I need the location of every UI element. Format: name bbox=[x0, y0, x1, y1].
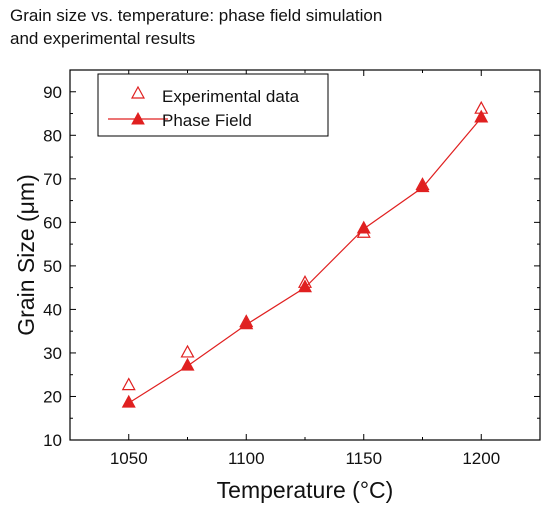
legend: Experimental data Phase Field bbox=[97, 73, 329, 137]
phase-field-point-1125 bbox=[297, 279, 313, 293]
phase-field-point-1200 bbox=[474, 109, 489, 123]
y-tick-label-70: 70 bbox=[43, 170, 62, 189]
y-tick-label-60: 60 bbox=[43, 213, 62, 232]
chart-title: Grain size vs. temperature: phase field … bbox=[10, 4, 540, 50]
phase-field-point-1150 bbox=[356, 220, 371, 234]
y-tick-label-10: 10 bbox=[43, 431, 62, 450]
x-tick-label-1100: 1100 bbox=[228, 449, 265, 468]
y-tick-label-30: 30 bbox=[43, 344, 62, 363]
y-tick-label-90: 90 bbox=[43, 83, 62, 102]
x-axis-title: Temperature (°C) bbox=[217, 477, 394, 503]
experimental-point-1050 bbox=[121, 377, 136, 391]
phase-field-point-1050 bbox=[121, 394, 136, 408]
y-tick-label-40: 40 bbox=[43, 300, 62, 319]
legend-label-phase-field: Phase Field bbox=[162, 111, 252, 130]
y-axis-title: Grain Size (μm) bbox=[13, 174, 39, 336]
x-tick-label-1150: 1150 bbox=[345, 449, 382, 468]
series-line-1 bbox=[128, 117, 482, 404]
y-tick-label-50: 50 bbox=[43, 257, 62, 276]
phase-field-point-1175 bbox=[415, 179, 430, 193]
y-tick-label-20: 20 bbox=[43, 387, 62, 406]
chart-title-line-1: Grain size vs. temperature: phase field … bbox=[10, 6, 383, 25]
experimental-point-1075 bbox=[180, 344, 195, 358]
y-tick-label-80: 80 bbox=[43, 126, 62, 145]
x-tick-label-1200: 1200 bbox=[462, 449, 500, 468]
phase-field-point-1075 bbox=[180, 357, 195, 371]
phase-field-point-1100 bbox=[239, 316, 254, 330]
series-markers bbox=[121, 100, 489, 408]
series-lines bbox=[128, 117, 482, 404]
legend-label-experimental-data: Experimental data bbox=[162, 87, 300, 106]
axis-ticks: 1050 1100 1150 1200 10 20 30 40 50 60 70 80 90 bbox=[43, 70, 540, 468]
legend-box bbox=[97, 73, 329, 137]
legend-marker-phase-field bbox=[131, 111, 145, 125]
legend-marker-experimental-data bbox=[130, 85, 146, 99]
x-tick-label-1050: 1050 bbox=[110, 449, 148, 468]
chart-title-line-2: and experimental results bbox=[10, 29, 196, 48]
